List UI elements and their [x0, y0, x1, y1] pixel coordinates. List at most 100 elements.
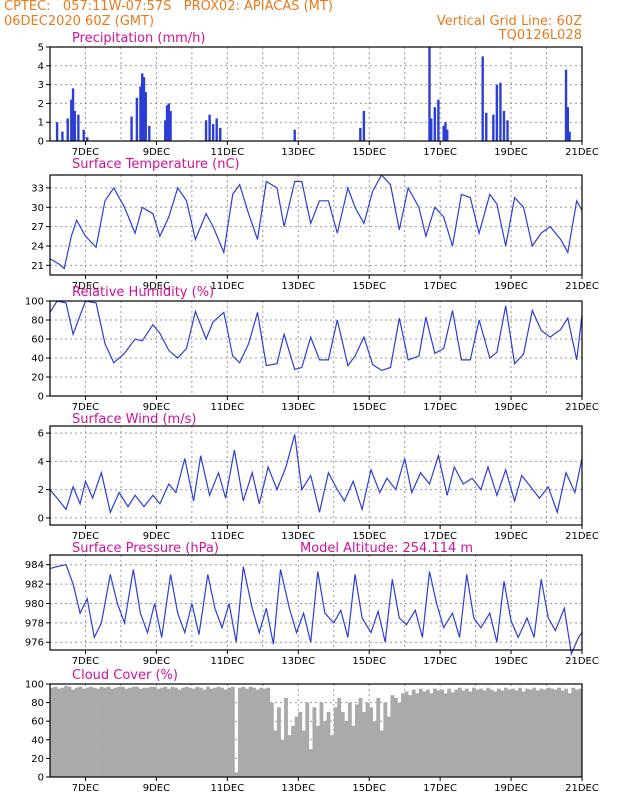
cloud-bar	[262, 688, 267, 777]
rh-y-tick-label: 100	[25, 297, 44, 308]
precip-bar	[442, 125, 445, 141]
cloud-bar	[362, 711, 366, 777]
precip-bar	[495, 84, 499, 141]
cloud-bar	[503, 687, 508, 777]
pres-x-tick-label: 9DEC	[143, 656, 170, 667]
cloud-frame	[49, 683, 583, 778]
cloud-y-tick-label: 80	[31, 698, 44, 709]
cloud-bar	[117, 686, 122, 777]
rh-y-tick-label: 20	[31, 373, 44, 384]
pres-line	[49, 564, 583, 657]
precip-bar	[293, 129, 296, 141]
rh-x-tick-label: 13DEC	[281, 402, 315, 413]
temp-y-tick-label: 24	[31, 241, 44, 252]
pres-frame	[49, 554, 583, 651]
cloud-bar	[234, 772, 239, 777]
precip-bar	[135, 97, 139, 141]
precip-bar	[148, 125, 151, 141]
cloud-bar	[511, 688, 515, 777]
cloud-bar	[436, 690, 441, 777]
cloud-bar	[85, 687, 90, 777]
temp-y-tick-label: 21	[31, 261, 44, 272]
precip-y-tick-label: 3	[38, 80, 44, 91]
cloud-bar	[89, 686, 93, 777]
cloud-bar	[539, 688, 544, 777]
cloud-bar	[450, 692, 455, 777]
cloud-bar	[447, 688, 452, 777]
cloud-bar	[496, 688, 501, 777]
wind-y-tick-label: 0	[38, 513, 44, 524]
wind-title: Surface Wind (m/s)	[72, 412, 196, 427]
precip-bar	[215, 118, 218, 141]
precip-bar	[144, 92, 147, 141]
rh-x-tick-label: 11DEC	[210, 402, 244, 413]
rh-line	[49, 300, 583, 372]
cloud-bar	[461, 690, 466, 777]
precip-bar	[169, 110, 172, 141]
cloud-bar	[124, 688, 129, 777]
cloud-bar	[316, 725, 320, 777]
pres-x-tick-label: 21DEC	[565, 656, 599, 667]
precip-x-tick-label: 13DEC	[281, 147, 315, 158]
precip-bar	[433, 107, 437, 141]
cloud-bar	[213, 687, 217, 777]
wind-x-tick-label: 19DEC	[494, 531, 528, 542]
pres-x-tick-label: 17DEC	[423, 656, 457, 667]
cloud-bar	[408, 695, 413, 777]
cloud-bar	[92, 687, 97, 777]
cloud-bar	[429, 693, 434, 777]
cloud-bar	[567, 693, 572, 777]
pres-panel: Surface Pressure (hPa) Model Altitude: 25…	[25, 541, 599, 667]
precip-bar	[564, 69, 568, 141]
temp-x-tick-label: 21DEC	[565, 281, 599, 292]
cloud-bar	[259, 687, 264, 777]
cloud-bar	[479, 688, 483, 777]
cloud-x-tick-label: 9DEC	[143, 783, 170, 794]
wind-x-tick-label: 17DEC	[423, 531, 457, 542]
temp-x-tick-label: 19DEC	[494, 281, 528, 292]
temp-y-tick-label: 30	[31, 203, 44, 214]
pres-y-tick-label: 982	[25, 580, 44, 591]
cloud-bar	[167, 688, 171, 777]
cloud-x-tick-label: 13DEC	[281, 783, 315, 794]
cloud-bar	[535, 690, 540, 777]
cloud-bar	[248, 686, 253, 777]
cloud-bar	[422, 691, 427, 777]
pres-y-tick-label: 984	[25, 560, 44, 571]
precip-bar	[61, 131, 64, 141]
cloud-bar	[365, 702, 370, 777]
precip-x-tick-label: 21DEC	[565, 147, 599, 158]
rh-x-tick-label: 17DEC	[423, 402, 457, 413]
precip-bar	[71, 88, 75, 141]
cloud-bar	[379, 730, 384, 777]
cloud-bar	[276, 707, 281, 777]
rh-y-tick-label: 0	[38, 392, 44, 403]
wind-x-tick-label: 9DEC	[143, 531, 170, 542]
cloud-bar	[472, 687, 476, 777]
pres-x-tick-label: 13DEC	[281, 656, 315, 667]
precip-x-tick-label: 7DEC	[72, 147, 99, 158]
cloud-bar	[110, 688, 115, 777]
precip-bar	[66, 118, 69, 141]
cloud-bar	[418, 688, 423, 777]
cloud-bar	[489, 689, 494, 777]
rh-x-tick-label: 15DEC	[352, 402, 386, 413]
cloud-y-tick-label: 0	[38, 773, 44, 784]
cloud-bar	[209, 688, 214, 777]
cloud-bar	[542, 689, 547, 777]
precip-y-tick-label: 0	[38, 137, 44, 148]
precip-panel: Precipitation (mm/h) 0 1 2 3 4 5 7DEC 9DEC 11DEC 1…	[38, 31, 599, 158]
precip-bar	[142, 77, 146, 141]
cloud-bar	[301, 730, 306, 777]
cloud-bar	[404, 691, 409, 777]
precip-frame	[49, 46, 583, 142]
cloud-bar	[113, 687, 118, 777]
cloud-bar	[574, 689, 579, 777]
precip-y-tick-label: 4	[38, 61, 44, 72]
cloud-bar	[550, 688, 554, 777]
cloud-bar	[468, 691, 473, 777]
header-date: 06DEC2020 60Z (GMT)	[4, 14, 155, 29]
cloud-bar	[60, 687, 65, 777]
rh-y-tick-label: 60	[31, 335, 44, 346]
cloud-bar	[376, 697, 381, 777]
